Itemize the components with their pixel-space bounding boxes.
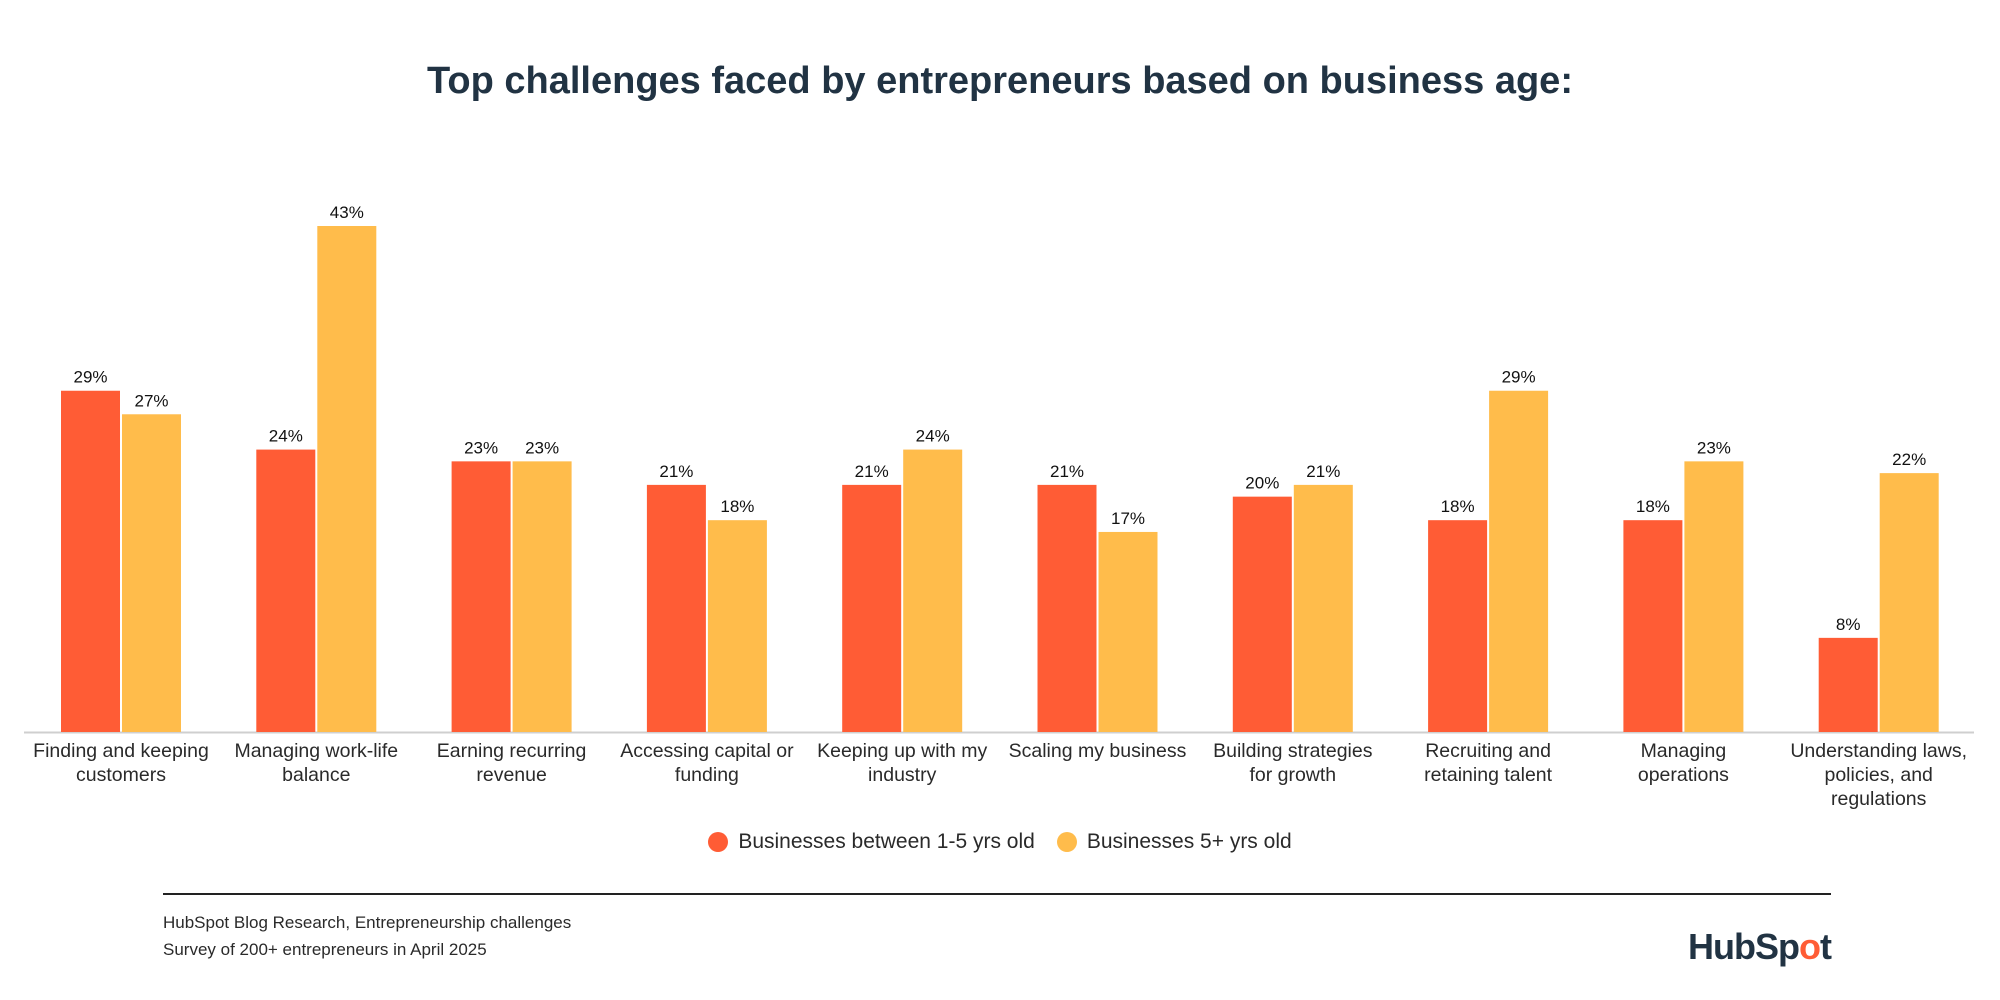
category-label: Earning recurring: [437, 740, 587, 762]
category-label: revenue: [476, 764, 546, 786]
data-label: 21%: [1306, 462, 1340, 481]
data-label: 24%: [916, 427, 950, 446]
category-label: Managing: [1641, 740, 1727, 762]
category-label: Understanding laws,: [1790, 740, 1967, 762]
category-label: Scaling my business: [1009, 740, 1187, 762]
data-label: 29%: [1502, 368, 1536, 387]
bar: [256, 449, 316, 732]
bar: [1489, 390, 1549, 732]
category-label: Managing work-life: [234, 740, 398, 762]
category-label: funding: [675, 764, 739, 786]
category-label: Building strategies: [1213, 740, 1373, 762]
data-label: 23%: [525, 438, 559, 457]
bar: [646, 484, 706, 732]
bar: [842, 484, 902, 732]
chart-title: Top challenges faced by entrepreneurs ba…: [427, 60, 1573, 102]
bar: [451, 461, 511, 732]
category-label: Keeping up with my: [817, 740, 987, 762]
legend: Businesses between 1-5 yrs old Businesse…: [0, 830, 2000, 854]
legend-label: Businesses 5+ yrs old: [1086, 830, 1292, 853]
category-label: Recruiting and: [1425, 740, 1551, 762]
source-line-2: Survey of 200+ entrepreneurs in April 20…: [163, 940, 487, 959]
category-label: policies, and: [1824, 764, 1932, 786]
bar: [1623, 520, 1683, 732]
category-label: industry: [868, 764, 937, 786]
data-label: 21%: [659, 462, 693, 481]
bar: [512, 461, 572, 732]
category-label: Finding and keeping: [33, 740, 209, 762]
category-label: balance: [282, 764, 350, 786]
data-label: 20%: [1245, 474, 1279, 493]
legend-swatch-yellow: [1056, 832, 1077, 852]
bar: [1232, 496, 1292, 732]
bar: [1098, 531, 1158, 732]
bar: [1293, 484, 1353, 732]
data-label: 29%: [73, 368, 107, 387]
data-label: 18%: [720, 497, 754, 516]
data-label: 27%: [134, 391, 168, 410]
data-label: 24%: [269, 427, 303, 446]
legend-item-1-5-yrs: Businesses between 1-5 yrs old: [708, 830, 1035, 854]
data-label: 23%: [1697, 438, 1731, 457]
data-label: 22%: [1892, 450, 1926, 469]
bar: [1037, 484, 1097, 732]
category-label: for growth: [1249, 764, 1336, 786]
bar: [1879, 473, 1939, 732]
data-label: 21%: [855, 462, 889, 481]
bar: [707, 520, 767, 732]
category-label: customers: [76, 764, 166, 786]
data-label: 21%: [1050, 462, 1084, 481]
data-label: 17%: [1111, 509, 1145, 528]
legend-item-5-plus-yrs: Businesses 5+ yrs old: [1056, 830, 1292, 854]
legend-swatch-orange: [708, 832, 729, 852]
category-label: operations: [1638, 764, 1729, 786]
data-label: 8%: [1836, 615, 1861, 634]
bar: [61, 390, 120, 732]
footer-divider: [163, 893, 1831, 895]
data-label: 18%: [1636, 497, 1670, 516]
data-label: 43%: [330, 203, 364, 222]
bar: [903, 449, 963, 732]
bar: [317, 226, 377, 732]
category-label: retaining talent: [1424, 764, 1553, 786]
data-label: 18%: [1441, 497, 1475, 516]
source-line-1: HubSpot Blog Research, Entrepreneurship …: [163, 913, 572, 932]
data-label: 23%: [464, 438, 498, 457]
category-label: Accessing capital or: [620, 740, 794, 762]
hubspot-logo: HubSpot: [1688, 926, 1832, 967]
bar: [1684, 461, 1744, 732]
legend-label: Businesses between 1-5 yrs old: [738, 830, 1035, 853]
bar: [122, 414, 181, 732]
bar: [1818, 637, 1878, 732]
bar: [1428, 520, 1488, 732]
category-label: regulations: [1831, 788, 1927, 810]
